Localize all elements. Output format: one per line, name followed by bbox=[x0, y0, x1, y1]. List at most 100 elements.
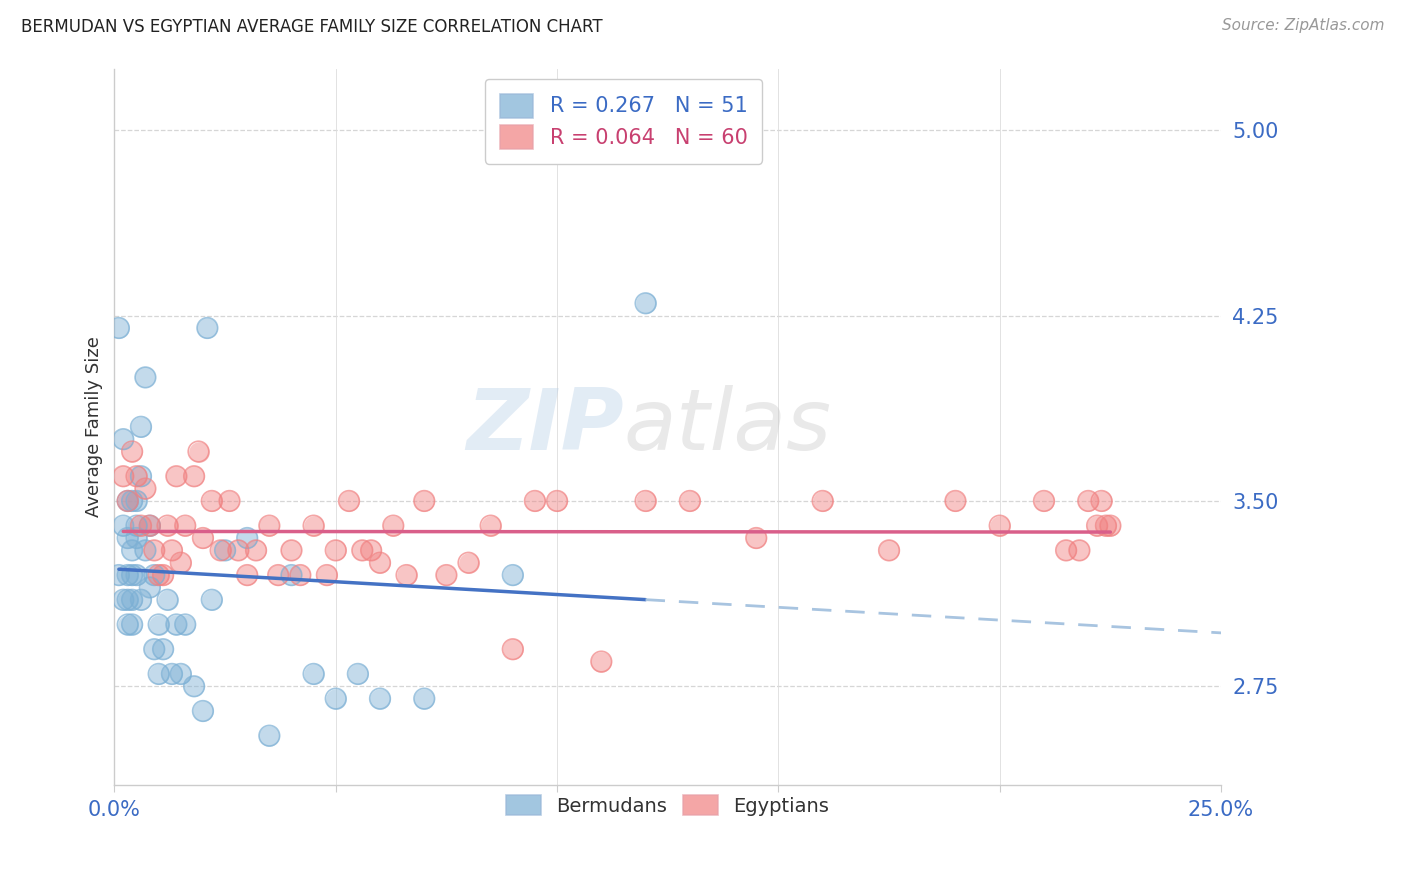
Point bbox=[117, 617, 139, 632]
Point bbox=[129, 469, 152, 483]
Point bbox=[1077, 494, 1099, 508]
Point bbox=[143, 568, 166, 582]
Point bbox=[134, 482, 156, 496]
Point bbox=[139, 518, 162, 533]
Point bbox=[315, 568, 337, 582]
Point bbox=[121, 592, 143, 607]
Point bbox=[129, 469, 152, 483]
Point bbox=[170, 667, 193, 681]
Point bbox=[679, 494, 702, 508]
Point bbox=[143, 642, 166, 657]
Point bbox=[125, 568, 148, 582]
Point bbox=[1054, 543, 1077, 558]
Point bbox=[121, 444, 143, 458]
Y-axis label: Average Family Size: Average Family Size bbox=[86, 336, 103, 517]
Point bbox=[395, 568, 418, 582]
Point bbox=[337, 494, 360, 508]
Point bbox=[129, 419, 152, 434]
Point bbox=[191, 531, 214, 545]
Point bbox=[139, 518, 162, 533]
Point bbox=[117, 494, 139, 508]
Legend: Bermudans, Egyptians: Bermudans, Egyptians bbox=[496, 786, 839, 826]
Point bbox=[174, 518, 197, 533]
Point bbox=[201, 592, 224, 607]
Point bbox=[187, 444, 209, 458]
Point bbox=[634, 296, 657, 310]
Point bbox=[337, 494, 360, 508]
Point bbox=[125, 531, 148, 545]
Point bbox=[152, 642, 174, 657]
Point bbox=[245, 543, 267, 558]
Point bbox=[125, 568, 148, 582]
Point bbox=[170, 667, 193, 681]
Point bbox=[143, 642, 166, 657]
Point bbox=[152, 642, 174, 657]
Point bbox=[479, 518, 502, 533]
Point bbox=[523, 494, 546, 508]
Point bbox=[368, 556, 391, 570]
Point bbox=[117, 494, 139, 508]
Point bbox=[457, 556, 479, 570]
Point bbox=[165, 469, 187, 483]
Point bbox=[352, 543, 374, 558]
Point bbox=[209, 543, 232, 558]
Point bbox=[117, 494, 139, 508]
Point bbox=[745, 531, 768, 545]
Point bbox=[191, 704, 214, 718]
Point bbox=[156, 518, 179, 533]
Point bbox=[121, 494, 143, 508]
Point bbox=[156, 592, 179, 607]
Point bbox=[259, 518, 281, 533]
Point bbox=[125, 494, 148, 508]
Point bbox=[214, 543, 236, 558]
Point bbox=[634, 494, 657, 508]
Point bbox=[170, 556, 193, 570]
Point bbox=[368, 556, 391, 570]
Point bbox=[302, 518, 325, 533]
Point bbox=[325, 543, 347, 558]
Point bbox=[165, 617, 187, 632]
Point bbox=[134, 543, 156, 558]
Point bbox=[591, 655, 613, 669]
Point bbox=[811, 494, 834, 508]
Point bbox=[117, 592, 139, 607]
Point bbox=[1085, 518, 1108, 533]
Point bbox=[546, 494, 568, 508]
Point bbox=[434, 568, 457, 582]
Point bbox=[117, 568, 139, 582]
Point bbox=[945, 494, 967, 508]
Point bbox=[591, 655, 613, 669]
Point bbox=[382, 518, 405, 533]
Point bbox=[108, 568, 131, 582]
Point bbox=[1099, 518, 1122, 533]
Point bbox=[395, 568, 418, 582]
Point bbox=[290, 568, 312, 582]
Point bbox=[195, 321, 218, 335]
Point bbox=[360, 543, 382, 558]
Point bbox=[129, 518, 152, 533]
Point bbox=[121, 568, 143, 582]
Point bbox=[502, 568, 524, 582]
Point bbox=[1069, 543, 1091, 558]
Point bbox=[877, 543, 900, 558]
Point bbox=[546, 494, 568, 508]
Point bbox=[360, 543, 382, 558]
Point bbox=[117, 568, 139, 582]
Point bbox=[352, 543, 374, 558]
Point bbox=[121, 617, 143, 632]
Point bbox=[117, 617, 139, 632]
Point bbox=[236, 568, 259, 582]
Point bbox=[634, 296, 657, 310]
Point bbox=[1077, 494, 1099, 508]
Point bbox=[129, 419, 152, 434]
Point bbox=[156, 592, 179, 607]
Point bbox=[259, 729, 281, 743]
Point bbox=[112, 518, 135, 533]
Text: ZIP: ZIP bbox=[465, 385, 623, 468]
Point bbox=[121, 543, 143, 558]
Point bbox=[187, 444, 209, 458]
Point bbox=[174, 518, 197, 533]
Point bbox=[191, 531, 214, 545]
Point bbox=[280, 568, 302, 582]
Point bbox=[143, 543, 166, 558]
